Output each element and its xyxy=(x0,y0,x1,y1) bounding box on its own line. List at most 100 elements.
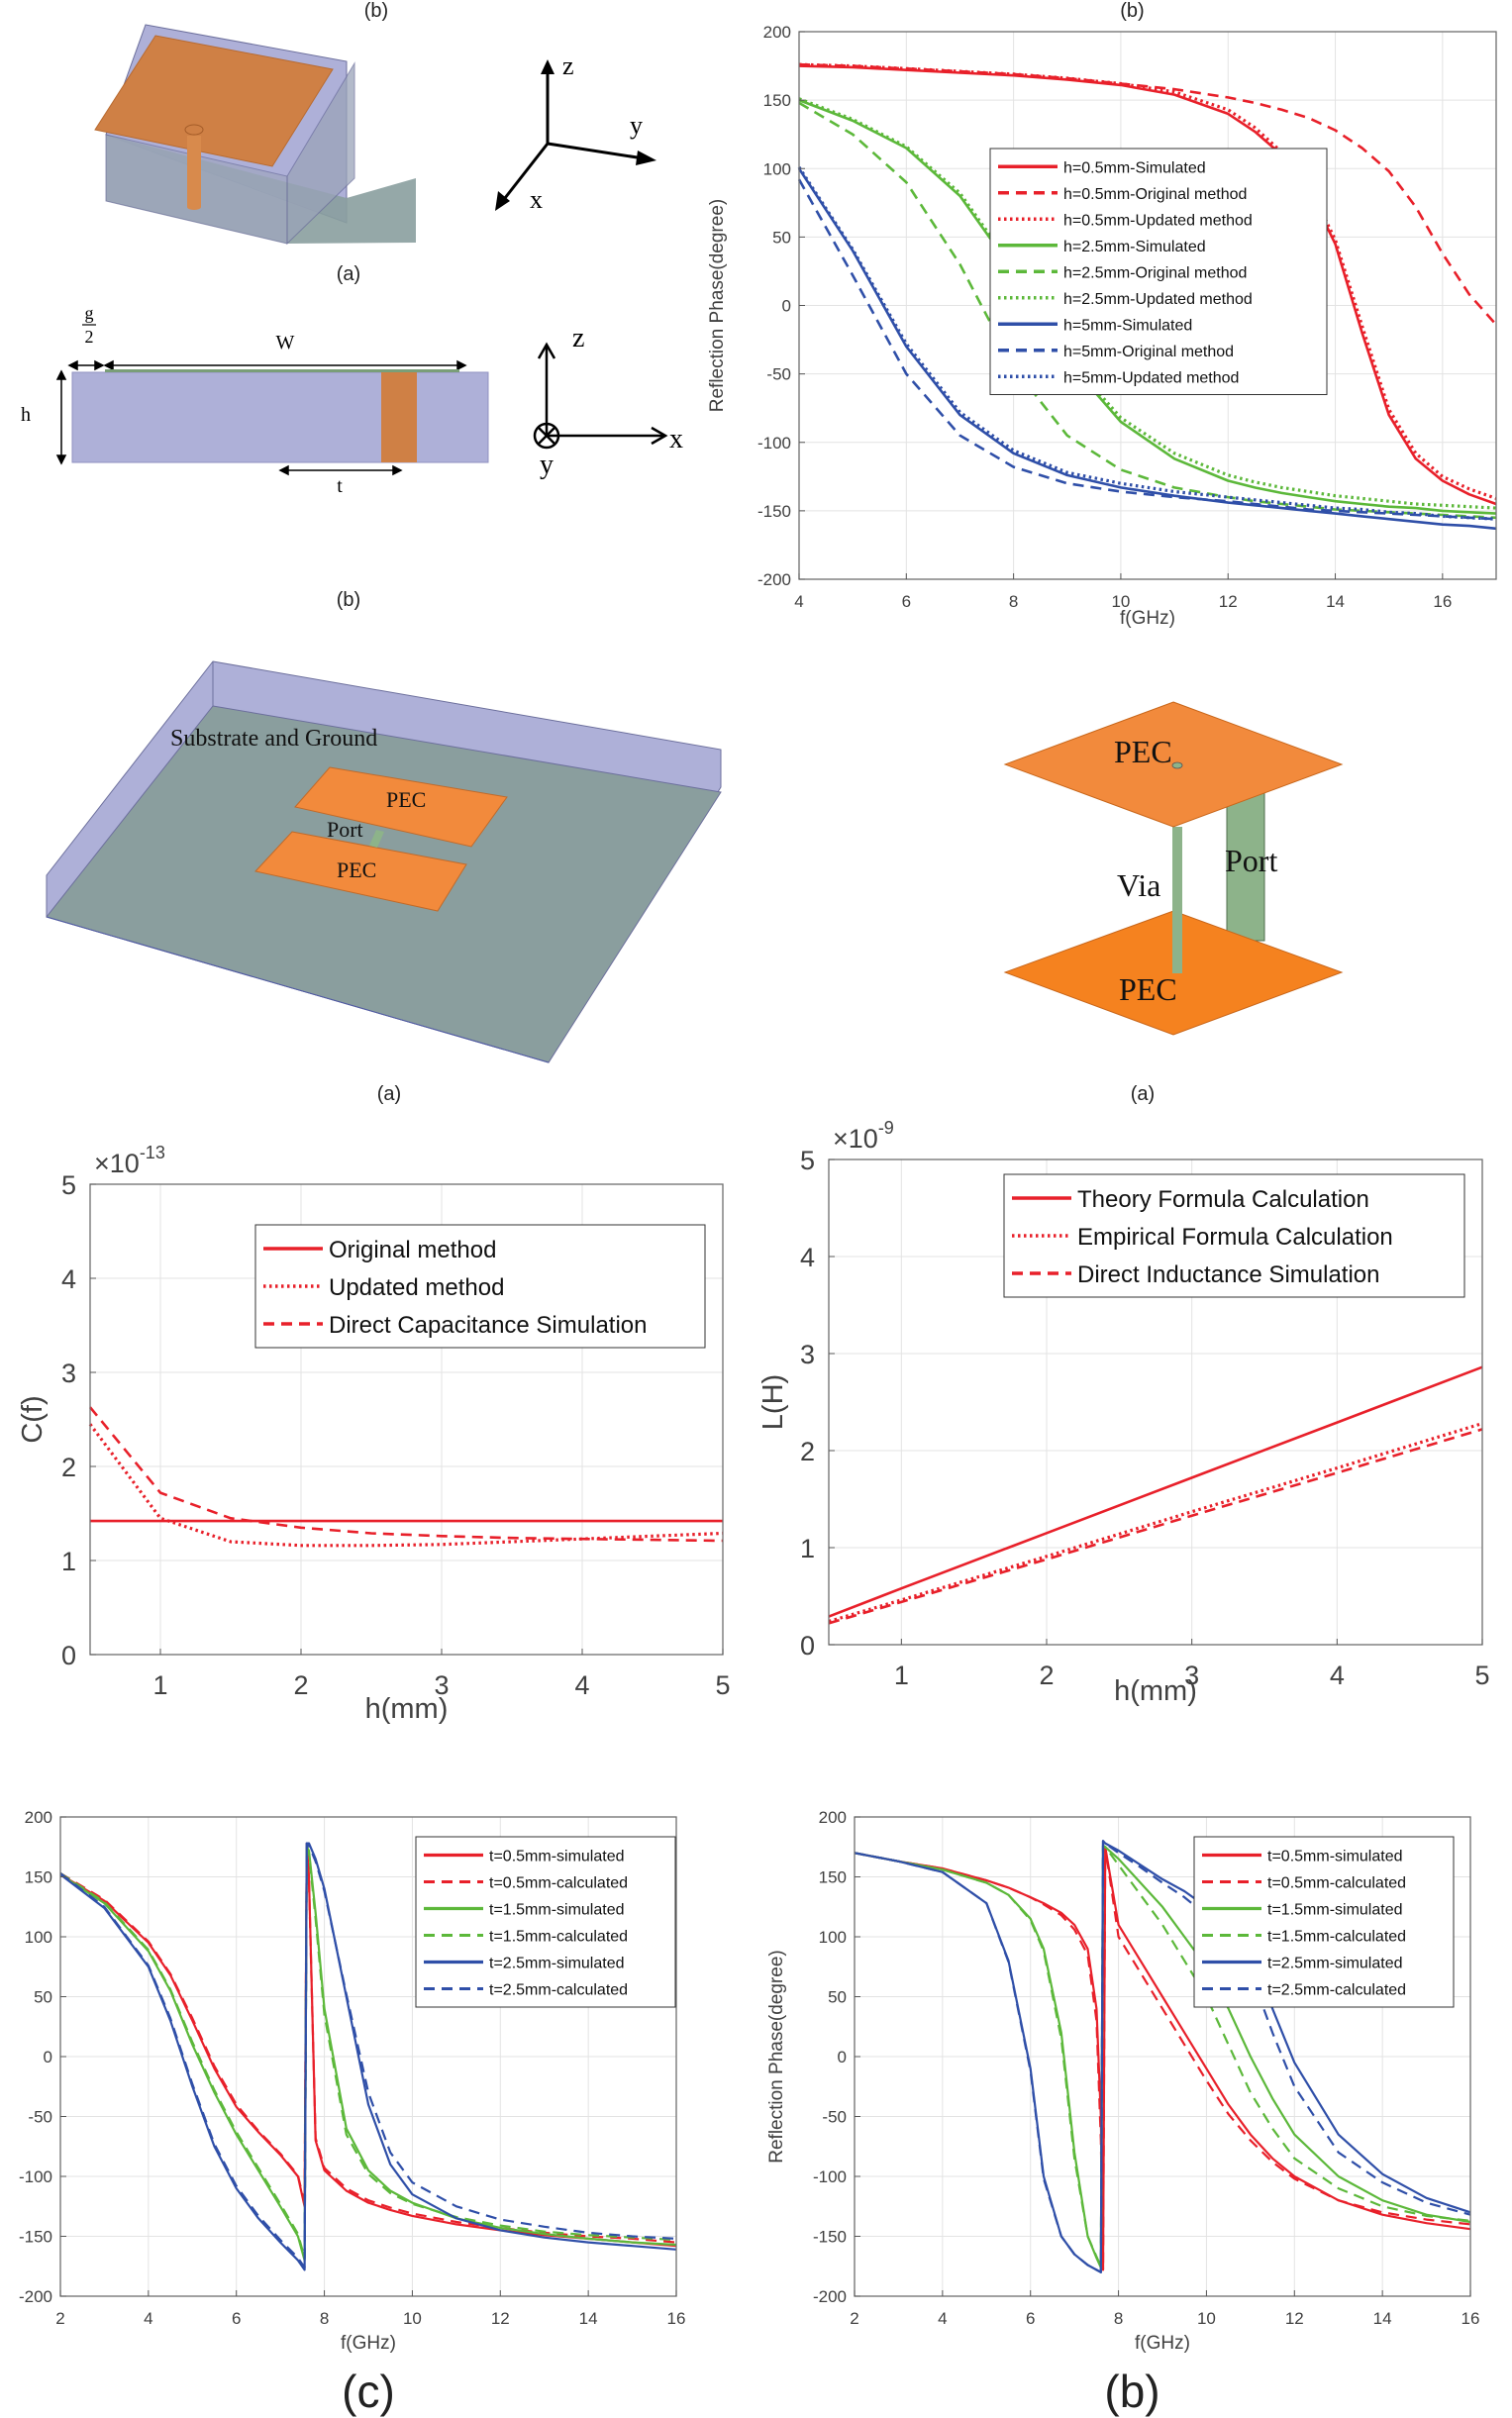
y-tick-label: 0 xyxy=(44,2048,52,2066)
y-tick-label: 4 xyxy=(61,1264,76,1294)
legend-entry: h=0.5mm-Simulated xyxy=(1063,159,1206,176)
x-tick-label: 6 xyxy=(902,592,911,611)
legend-box xyxy=(1193,1836,1455,2008)
x-tick-label: 4 xyxy=(938,2309,947,2328)
legend-entry: t=2.5mm-simulated xyxy=(1267,1956,1403,1972)
y-tick-label: 0 xyxy=(782,297,791,316)
series-line-h-2-5mm-original-method xyxy=(798,101,1497,520)
y-tick-label: 150 xyxy=(763,91,791,110)
legend-entry: t=0.5mm-simulated xyxy=(1267,1849,1403,1865)
series-line-h-5mm-original-method xyxy=(797,178,1497,521)
y-tick-label: 150 xyxy=(819,1868,847,1887)
y-exponent-label: ×10-13 xyxy=(94,1143,165,1178)
y-tick-label: 200 xyxy=(763,23,791,42)
y-tick-label: -50 xyxy=(766,365,791,384)
axis-y-label: y xyxy=(540,450,554,480)
y-tick-label: 0 xyxy=(61,1641,76,1670)
dimension-arrows xyxy=(55,359,467,476)
panel-label-t-sweep-b: (b) xyxy=(1104,2366,1160,2417)
y-tick-label: 100 xyxy=(763,159,791,178)
legend-entry: t=2.5mm-calculated xyxy=(489,1982,628,1999)
inductance-model-diagram: PEC Via Port PEC (a) xyxy=(1003,701,1344,1105)
legend-box xyxy=(1003,1173,1465,1298)
x-axis-label: h(mm) xyxy=(365,1693,449,1725)
legend-entry: h=5mm-Updated method xyxy=(1063,369,1239,386)
chart-phase_vs_h: 4 6 8 10 12 14 16 -200 -150 -100 -50 0 50 100 150 200 f(… xyxy=(707,23,1497,629)
panel-label-b: (b) xyxy=(337,589,360,611)
chart-phase_vs_t_a: 2 4 6 8 10 12 14 16 -200 -150 -100 -50 0 50 100 150 200 f… xyxy=(19,1808,685,2354)
legend-entry: t=1.5mm-simulated xyxy=(1267,1902,1403,1919)
pec-bottom-plate xyxy=(254,831,467,912)
series-line-h-0-5mm-updated-method xyxy=(798,62,1497,500)
axis-x-label: x xyxy=(669,424,683,454)
via-top-hole xyxy=(1171,761,1183,769)
axes-3d-icon xyxy=(495,59,656,211)
series-line-t-2-5mm-calculated xyxy=(854,1840,1471,2273)
y-exponent-label: ×10-9 xyxy=(833,1118,894,1154)
y-tick-label: 150 xyxy=(25,1868,52,1887)
y-tick-label: 100 xyxy=(819,1928,847,1947)
pec-bottom-label: PEC xyxy=(337,857,376,882)
legend-entry: h=5mm-Simulated xyxy=(1063,317,1192,334)
chart-phase_vs_t_b: 2 4 6 8 10 12 14 16 -200 -150 -100 -50 0 50 100 150 200 f… xyxy=(766,1808,1479,2354)
legend-entry: Theory Formula Calculation xyxy=(1077,1186,1369,1213)
legend-entry: Updated method xyxy=(329,1274,504,1301)
y-tick-label: -150 xyxy=(19,2228,52,2247)
y-tick-label: 200 xyxy=(25,1808,52,1827)
panel-label-capacitance-b: (b) xyxy=(363,0,389,22)
via-label: Via xyxy=(1117,867,1160,903)
x-tick-label: 3 xyxy=(434,1670,449,1700)
chart-capacitance_vs_h: 1 2 3 4 5 0 1 2 3 4 5 ×10-13 h(mm) C(f) Original metho… xyxy=(17,1143,731,1725)
x-axis-label: f(GHz) xyxy=(1135,2333,1190,2354)
y-tick-label: 5 xyxy=(61,1170,76,1200)
x-tick-label: 10 xyxy=(1197,2309,1216,2328)
legend-entry: Original method xyxy=(329,1237,496,1263)
y-tick-label: -100 xyxy=(757,434,791,453)
legend-entry: t=0.5mm-calculated xyxy=(1267,1875,1406,1892)
legend-entry: h=2.5mm-Updated method xyxy=(1063,291,1253,308)
x-tick-label: 14 xyxy=(579,2309,598,2328)
via-offset-label: t xyxy=(337,475,343,497)
axis-z-label: z xyxy=(572,323,584,353)
y-tick-label: -200 xyxy=(19,2287,52,2306)
x-tick-label: 2 xyxy=(293,1670,308,1700)
x-tick-label: 2 xyxy=(1039,1661,1054,1690)
x-tick-label: 6 xyxy=(232,2309,241,2328)
panel-label-a: (a) xyxy=(337,263,360,285)
via-top xyxy=(184,124,204,136)
panel-label-a: (a) xyxy=(1131,1083,1155,1105)
via-side xyxy=(381,372,417,462)
y-tick-label: 3 xyxy=(800,1340,815,1369)
series-line-direct-inductance-simulation xyxy=(828,1428,1483,1625)
port-label: Port xyxy=(1225,843,1277,878)
series-line-h-5mm-updated-method xyxy=(797,166,1497,521)
legend-entry: h=0.5mm-Updated method xyxy=(1063,212,1253,229)
x-tick-label: 10 xyxy=(403,2309,422,2328)
legend-box xyxy=(254,1224,706,1349)
y-axis-label: C(f) xyxy=(17,1395,49,1443)
patch-side xyxy=(105,369,459,372)
y-tick-label: 3 xyxy=(61,1359,76,1388)
legend-box xyxy=(989,148,1328,395)
x-tick-label: 4 xyxy=(144,2309,152,2328)
series-line-h-2-5mm-simulated xyxy=(798,98,1497,515)
y-axis-label: Reflection Phase(degree) xyxy=(766,1950,787,2163)
legend-entry: Direct Inductance Simulation xyxy=(1077,1261,1379,1288)
series-line-t-1-5mm-calculated xyxy=(59,1846,677,2260)
via xyxy=(187,136,201,207)
pec-top-plate xyxy=(294,766,508,848)
pec-top-label: PEC xyxy=(1114,734,1172,769)
panel-label-t-sweep-c: (c) xyxy=(342,2366,395,2417)
legend-entry: t=1.5mm-calculated xyxy=(489,1929,628,1946)
x-axis-label: h(mm) xyxy=(1114,1675,1197,1707)
port-strip xyxy=(369,830,384,848)
axes-2d-icon xyxy=(533,342,668,450)
legend-entry: h=2.5mm-Simulated xyxy=(1063,239,1206,255)
y-axis-label: L(H) xyxy=(757,1374,789,1430)
x-tick-label: 4 xyxy=(574,1670,589,1700)
y-tick-label: -50 xyxy=(822,2108,847,2127)
x-tick-label: 10 xyxy=(1111,592,1130,611)
y-tick-label: -100 xyxy=(19,2167,52,2186)
series-line-empirical-formula-calculation xyxy=(828,1422,1483,1624)
x-tick-label: 8 xyxy=(1114,2309,1123,2328)
